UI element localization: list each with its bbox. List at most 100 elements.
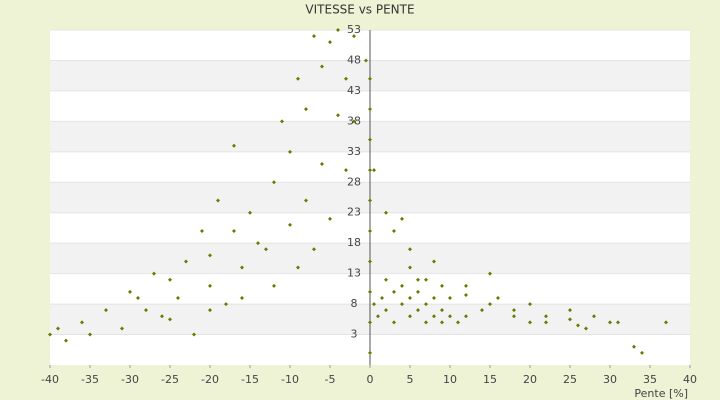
y-tick-label: 8	[351, 297, 358, 310]
point	[344, 168, 348, 173]
point	[512, 308, 516, 313]
point	[640, 350, 644, 355]
point	[424, 277, 428, 282]
point	[528, 320, 532, 325]
x-tick-label: -10	[281, 373, 299, 386]
point	[568, 317, 572, 322]
point	[368, 76, 372, 81]
point	[416, 289, 420, 294]
x-tick-label: -40	[41, 373, 59, 386]
x-tick-label: -15	[241, 373, 259, 386]
point	[384, 308, 388, 313]
point	[364, 58, 368, 63]
point	[320, 64, 324, 69]
point	[240, 296, 244, 300]
point	[376, 314, 380, 319]
x-tick-label: -20	[201, 373, 219, 386]
x-tick-label: 20	[523, 373, 537, 386]
point	[432, 296, 436, 300]
point	[192, 332, 196, 337]
point	[408, 296, 412, 300]
point	[176, 296, 180, 300]
point	[136, 296, 140, 300]
point	[368, 320, 372, 325]
point	[56, 326, 60, 331]
point	[616, 320, 620, 325]
point	[168, 277, 172, 282]
chart-title: VITESSE vs PENTE	[305, 3, 414, 17]
point	[416, 277, 420, 282]
point	[344, 76, 348, 81]
y-tick-label: 33	[347, 145, 361, 158]
point	[576, 323, 580, 328]
point	[424, 302, 428, 307]
point	[392, 229, 396, 233]
point	[464, 283, 468, 288]
point	[304, 107, 308, 112]
y-tick-label: 13	[347, 267, 361, 280]
point	[464, 292, 468, 297]
point	[372, 168, 376, 173]
x-tick-label: 30	[603, 373, 617, 386]
point	[232, 229, 236, 233]
point	[432, 314, 436, 319]
point	[568, 308, 572, 313]
point	[280, 119, 284, 124]
point	[352, 34, 356, 39]
point	[544, 320, 548, 325]
point	[496, 296, 500, 300]
x-tick-label: 0	[367, 373, 374, 386]
point	[368, 198, 372, 203]
point	[352, 119, 356, 124]
x-tick-label: 10	[443, 373, 457, 386]
x-tick-label: 5	[407, 373, 414, 386]
point	[384, 277, 388, 282]
point	[512, 314, 516, 319]
point	[368, 168, 372, 173]
point	[248, 210, 252, 215]
y-tick-label: 23	[347, 206, 361, 219]
x-tick-label: 40	[683, 373, 697, 386]
point	[480, 308, 484, 313]
point	[208, 253, 212, 258]
y-tick-label: 43	[347, 84, 361, 97]
point	[184, 259, 188, 264]
point	[608, 320, 612, 325]
point	[152, 271, 156, 276]
point	[144, 308, 148, 313]
point	[384, 210, 388, 215]
point	[448, 296, 452, 300]
point	[328, 216, 332, 221]
point	[408, 314, 412, 319]
point	[296, 265, 300, 270]
x-tick-label: 15	[483, 373, 497, 386]
point	[216, 198, 220, 203]
point	[64, 338, 68, 343]
point	[312, 34, 316, 39]
point	[336, 28, 340, 32]
point	[400, 216, 404, 221]
point	[400, 302, 404, 307]
point	[368, 289, 372, 294]
x-tick-label: 25	[563, 373, 577, 386]
point	[408, 265, 412, 270]
point	[464, 314, 468, 319]
point	[380, 296, 384, 300]
point	[432, 259, 436, 264]
point	[584, 326, 588, 331]
point	[392, 320, 396, 325]
point	[368, 350, 372, 355]
x-tick-label: -25	[161, 373, 179, 386]
point	[440, 320, 444, 325]
point	[424, 320, 428, 325]
point	[48, 332, 52, 337]
point	[104, 308, 108, 313]
point	[256, 241, 260, 246]
point	[400, 283, 404, 288]
point	[160, 314, 164, 319]
point	[328, 40, 332, 45]
point	[488, 302, 492, 307]
point	[368, 259, 372, 264]
point	[120, 326, 124, 331]
y-tick-label: 18	[347, 236, 361, 249]
